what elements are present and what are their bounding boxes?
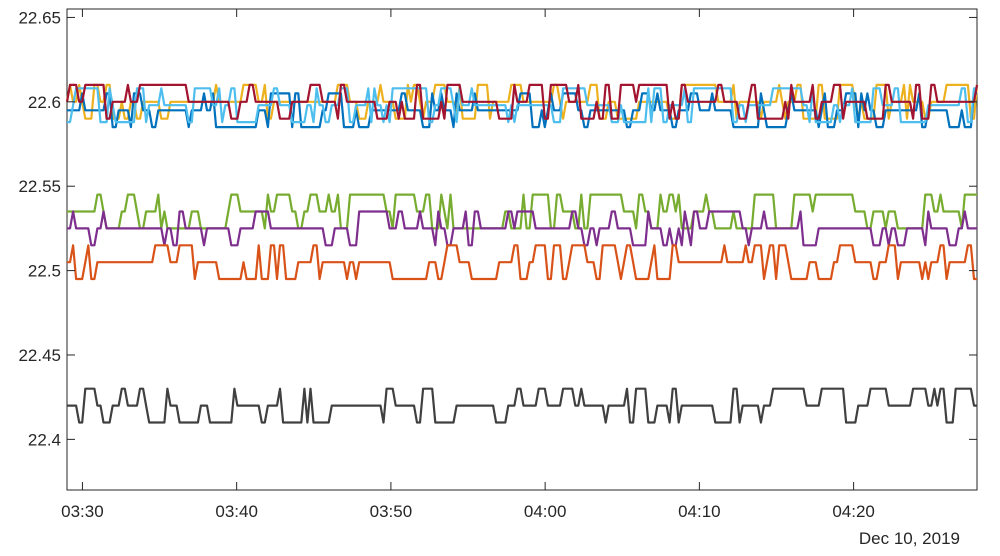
x-tick-label: 03:50	[370, 502, 413, 521]
y-tick-label: 22.4	[28, 430, 61, 449]
series-line-6	[67, 244, 977, 281]
x-tick-label: 04:20	[832, 502, 875, 521]
y-tick-label: 22.55	[18, 177, 61, 196]
y-tick-label: 22.65	[18, 8, 61, 27]
x-tick-label: 04:10	[678, 502, 721, 521]
y-tick-label: 22.45	[18, 346, 61, 365]
axis-layer: 22.4 22.45 22.5 22.55 22.6 22.65 03:30 03:40 03:…	[18, 8, 977, 521]
series-line-3	[65, 83, 979, 120]
series-layer	[65, 83, 979, 424]
y-tick-label: 22.5	[28, 262, 61, 281]
series-line-2	[67, 87, 977, 124]
y-tick-label: 22.6	[28, 93, 61, 112]
x-tick-label: 03:40	[215, 502, 258, 521]
x-axis-date-label: Dec 10, 2019	[859, 529, 960, 548]
series-line-1	[67, 92, 977, 129]
x-tick-label: 03:30	[61, 502, 104, 521]
series-line-5	[67, 210, 977, 247]
series-line-7	[67, 387, 977, 424]
x-tick-label: 04:00	[524, 502, 567, 521]
plot-area	[66, 8, 978, 491]
